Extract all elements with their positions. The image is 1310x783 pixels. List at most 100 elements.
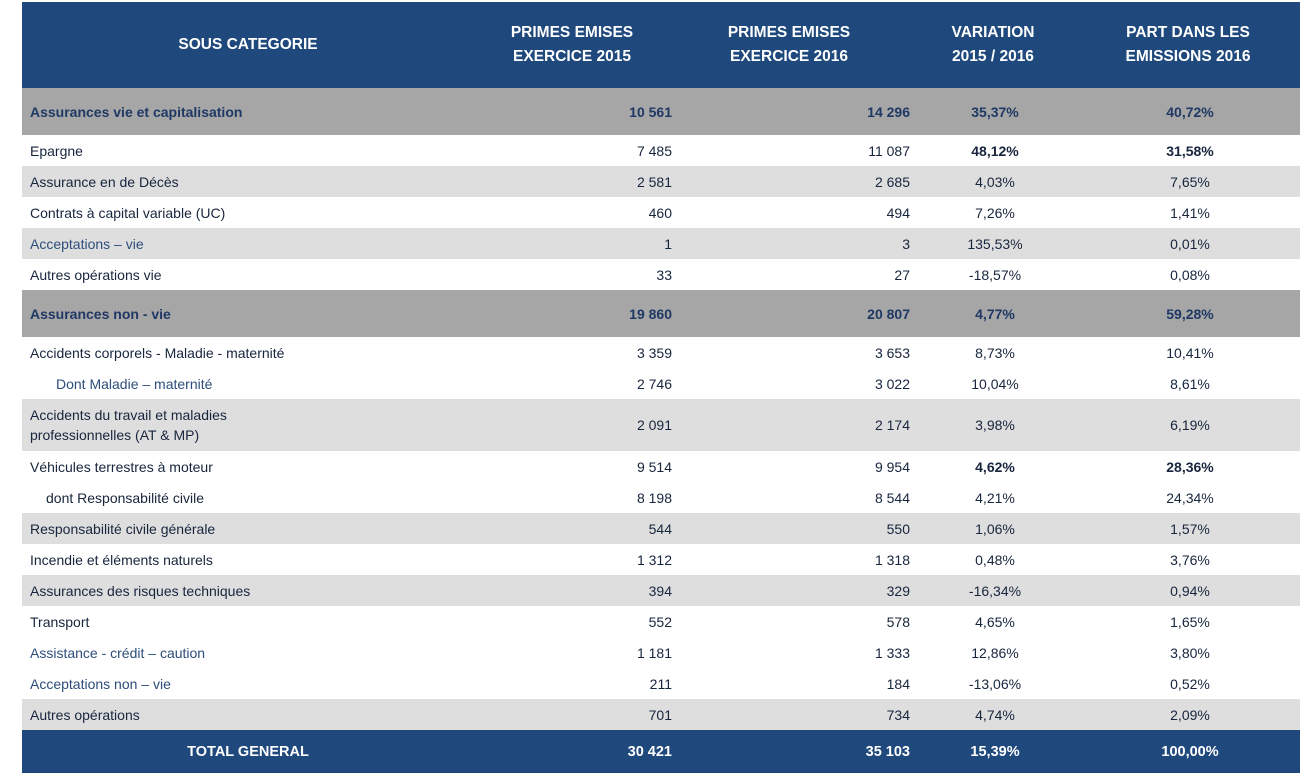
cell-primes-2015: 3 359: [636, 344, 672, 361]
cell-part: 8,61%: [1170, 375, 1210, 392]
table-row: Acceptations non – vie 211 184 -13,06% 0,52%: [22, 668, 1300, 699]
cell-part: 0,01%: [1170, 235, 1210, 252]
cell-primes-2015: 7 485: [636, 142, 672, 159]
cell-primes-2016: 184: [886, 675, 910, 692]
row-label: Assurances non - vie: [30, 305, 171, 322]
cell-primes-2016: 578: [886, 613, 910, 630]
cell-variation: 4,77%: [975, 305, 1015, 322]
cell-variation: 48,12%: [971, 142, 1019, 159]
cell-primes-2016: 3 653: [874, 344, 910, 361]
cell-variation: 4,03%: [975, 173, 1015, 190]
cell-variation: -18,57%: [968, 266, 1022, 283]
cell-primes-2015: 33: [656, 266, 672, 283]
cell-primes-2016: 1 333: [874, 644, 910, 661]
cell-part: 28,36%: [1166, 458, 1214, 475]
row-label: Accidents du travail et maladies profess…: [30, 407, 227, 443]
cell-primes-2016: 494: [886, 204, 910, 221]
cell-primes-2016: 8 544: [874, 489, 910, 506]
cell-primes-2015: 2 581: [636, 173, 672, 190]
cell-primes-2015: 460: [648, 204, 672, 221]
row-label: Autres opérations vie: [30, 266, 162, 283]
header-variation: VARIATION 2015 / 2016: [951, 24, 1035, 65]
table-row: Transport 552 578 4,65% 1,65%: [22, 606, 1300, 637]
cell-primes-2015: 394: [648, 582, 672, 599]
cell-part: 3,76%: [1170, 551, 1210, 568]
cell-variation: 4,62%: [975, 458, 1015, 475]
row-label: Assistance - crédit – caution: [30, 644, 206, 661]
cell-part: 0,08%: [1170, 266, 1210, 283]
cell-variation: 10,04%: [971, 375, 1019, 392]
cell-part: 10,41%: [1166, 344, 1214, 361]
table-row: Contrats à capital variable (UC) 460 494 7,…: [22, 197, 1300, 228]
table-row: Accidents corporels - Maladie - maternit…: [22, 337, 1300, 368]
row-label: Véhicules terrestres à moteur: [30, 458, 213, 475]
row-label: Assurances vie et capitalisation: [30, 103, 243, 120]
row-label: Responsabilité civile générale: [30, 520, 216, 537]
cell-part: 2,09%: [1170, 706, 1210, 723]
cell-primes-2016: 1 318: [874, 551, 910, 568]
cell-primes-2015: 2 091: [636, 417, 672, 433]
row-label: Epargne: [30, 142, 83, 159]
cell-part: 59,28%: [1166, 305, 1214, 322]
cell-primes-2015: 1 312: [636, 551, 672, 568]
row-label: Autres opérations: [30, 706, 140, 723]
cell-primes-2015: 211: [649, 675, 672, 692]
table-row: Assistance - crédit – caution 1 181 1 333 1…: [22, 637, 1300, 668]
row-label: Accidents corporels - Maladie - maternit…: [30, 344, 285, 361]
cell-part: 40,72%: [1166, 103, 1214, 120]
row-label: Contrats à capital variable (UC): [30, 204, 226, 221]
cell-primes-2015: 552: [648, 613, 672, 630]
section-row: Assurances non - vie 19 860 20 807 4,77% 59,…: [22, 290, 1300, 337]
row-label: Transport: [30, 613, 90, 630]
table-row: Responsabilité civile générale 544 550 1,06…: [22, 513, 1300, 544]
cell-primes-2016: 27: [894, 266, 910, 283]
header-primes-2015: PRIMES EMISES EXERCICE 2015: [510, 24, 634, 65]
cell-variation: 3,98%: [975, 417, 1015, 433]
cell-part: 6,19%: [1170, 417, 1210, 433]
table-row: Autres opérations vie 33 27 -18,57% 0,08%: [22, 259, 1300, 290]
cell-primes-2015: 8 198: [636, 489, 672, 506]
cell-variation: 35,37%: [971, 103, 1019, 120]
cell-part: 0,94%: [1170, 582, 1210, 599]
table-row: Acceptations – vie 1 3 135,53% 0,01%: [22, 228, 1300, 259]
cell-variation: 4,65%: [975, 613, 1015, 630]
cell-primes-2015: 9 514: [636, 458, 672, 475]
cell-primes-2016: 9 954: [874, 458, 910, 475]
cell-variation: 4,21%: [975, 489, 1015, 506]
row-label: Dont Maladie – maternité: [56, 375, 213, 392]
cell-variation: 0,48%: [975, 551, 1015, 568]
table-body: Assurances vie et capitalisation 10 561 14…: [22, 88, 1300, 773]
table-row: Assurances des risques techniques 394 329 -…: [22, 575, 1300, 606]
table-row: Autres opérations 701 734 4,74% 2,09%: [22, 699, 1300, 730]
cell-variation: 8,73%: [975, 344, 1015, 361]
cell-primes-2016: 3 022: [874, 375, 910, 392]
cell-primes-2016: 14 296: [867, 103, 910, 120]
cell-primes-2015: 19 860: [629, 305, 672, 322]
cell-part: 1,65%: [1170, 613, 1210, 630]
cell-primes-2015: 30 421: [627, 743, 672, 760]
cell-primes-2015: 1 181: [636, 644, 672, 661]
cell-primes-2015: 2 746: [636, 375, 672, 392]
row-label: Assurance en de Décès: [30, 173, 179, 190]
row-label: Acceptations – vie: [30, 235, 144, 252]
cell-variation: 135,53%: [967, 235, 1023, 252]
header-primes-2016: PRIMES EMISES EXERCICE 2016: [727, 24, 851, 65]
cell-part: 3,80%: [1170, 644, 1210, 661]
table-row: Dont Maladie – maternité 2 746 3 022 10,04%…: [22, 368, 1300, 399]
header-part-emissions: PART DANS LES EMISSIONS 2016: [1125, 24, 1251, 65]
cell-part: 24,34%: [1166, 489, 1214, 506]
table-header: SOUS CATEGORIE PRIMES EMISES EXERCICE 20…: [22, 2, 1300, 88]
row-label: dont Responsabilité civile: [46, 489, 204, 506]
total-row: TOTAL GENERAL 30 421 35 103 15,39% 100,00%: [22, 730, 1300, 773]
cell-variation: 15,39%: [970, 743, 1020, 760]
table-row: Epargne 7 485 11 087 48,12% 31,58%: [22, 135, 1300, 166]
table-row: Accidents du travail et maladies profess…: [22, 399, 1300, 451]
cell-variation: -13,06%: [968, 675, 1022, 692]
cell-variation: 12,86%: [971, 644, 1019, 661]
premiums-table: SOUS CATEGORIE PRIMES EMISES EXERCICE 20…: [22, 2, 1300, 773]
cell-primes-2015: 701: [648, 706, 672, 723]
cell-primes-2016: 329: [886, 582, 910, 599]
cell-primes-2016: 734: [886, 706, 910, 723]
row-label: Incendie et éléments naturels: [30, 551, 213, 568]
cell-variation: -16,34%: [968, 582, 1022, 599]
